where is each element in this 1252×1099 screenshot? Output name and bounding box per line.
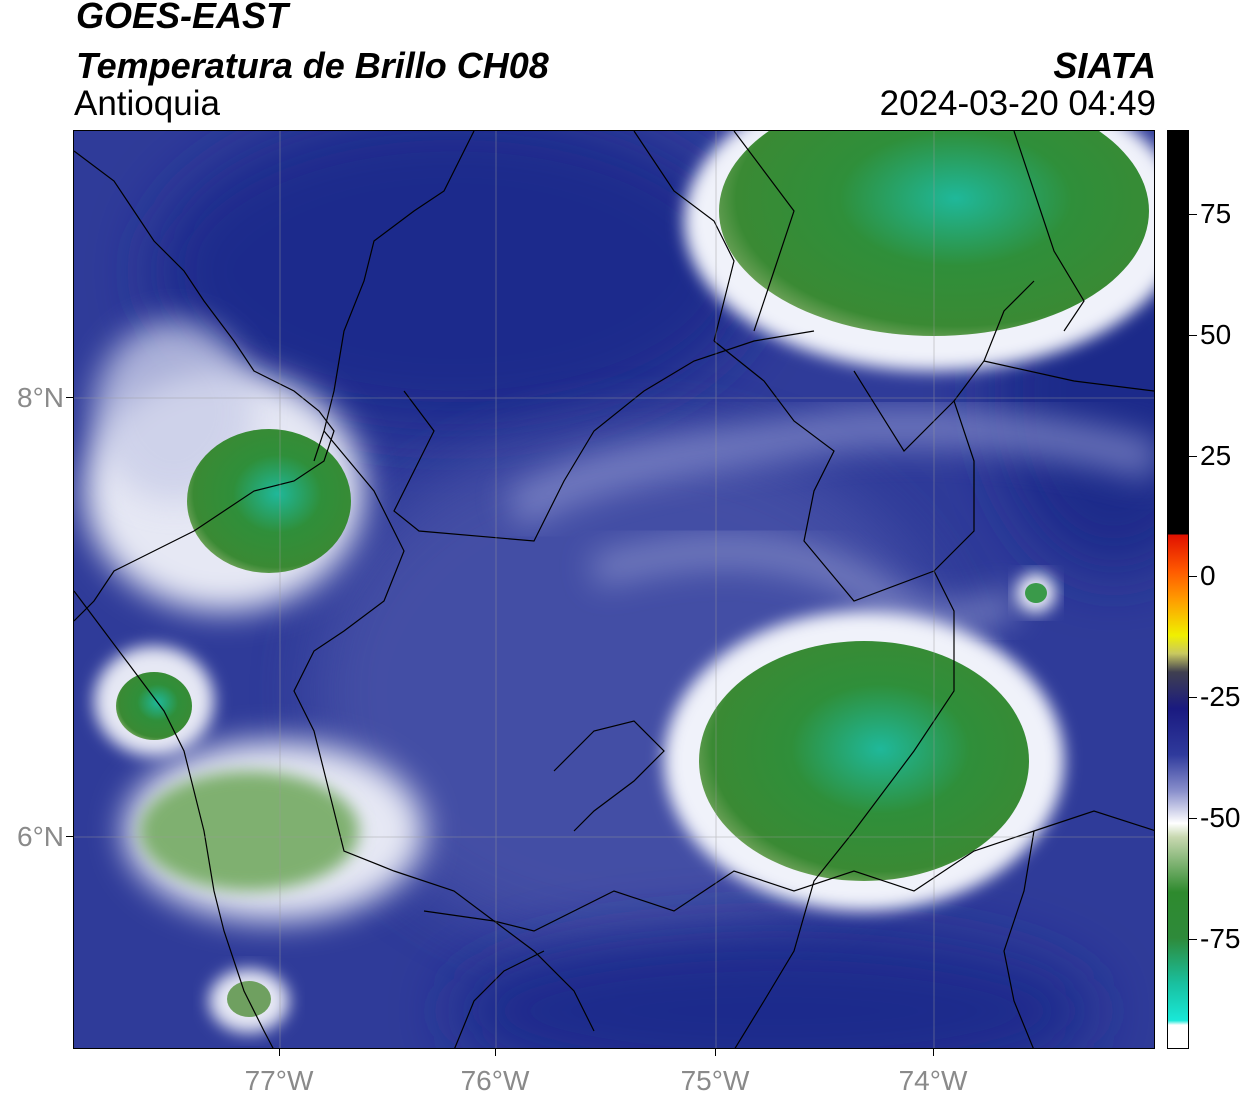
colorbar-tick <box>1189 214 1197 215</box>
colorbar-tick <box>1189 697 1197 698</box>
datetime-label: 2024-03-20 04:49 <box>879 84 1156 123</box>
graticule <box>74 131 1154 1048</box>
colorbar-tick <box>1189 576 1197 577</box>
boundary-line <box>393 330 815 542</box>
lat-label-8n: 8°N <box>17 382 64 413</box>
cloud-band <box>503 407 1154 529</box>
lon-tick <box>495 1049 496 1056</box>
boundary-line <box>293 430 595 1032</box>
boundary-line <box>734 570 955 1048</box>
colorbar-label: -75 <box>1200 923 1241 954</box>
lon-label-75w: 75°W <box>680 1065 750 1096</box>
boundary-line <box>713 280 1035 602</box>
colorbar <box>1167 130 1189 1049</box>
boundary-line <box>1013 131 1085 332</box>
colorbar-tick <box>1189 456 1197 457</box>
lat-tick <box>66 836 73 837</box>
dark-region-north <box>154 131 754 431</box>
convective-cloud <box>139 771 359 891</box>
boundaries-layer <box>74 131 1154 1048</box>
colorbar-tick <box>1189 818 1197 819</box>
boundary-line <box>313 131 475 462</box>
organization-label: SIATA <box>1053 45 1156 86</box>
lat-label-6n: 6°N <box>17 821 64 852</box>
lon-label-76w: 76°W <box>460 1065 530 1096</box>
colorbar-tick <box>1189 939 1197 940</box>
satellite-title: GOES-EAST <box>76 0 289 36</box>
lon-label-77w: 77°W <box>244 1065 314 1096</box>
lon-tick <box>279 1049 280 1056</box>
lon-label-74w: 74°W <box>898 1065 968 1096</box>
convective-cloud <box>187 429 351 573</box>
convective-cloud <box>116 672 192 740</box>
lon-tick <box>715 1049 716 1056</box>
convective-cloud <box>1025 583 1047 603</box>
lon-tick <box>933 1049 934 1056</box>
convective-cloud <box>227 981 271 1017</box>
boundary-line <box>553 720 665 832</box>
lat-tick <box>66 397 73 398</box>
boundary-line <box>733 131 795 332</box>
colorbar-label: 50 <box>1200 319 1232 350</box>
boundary-line <box>454 950 545 1048</box>
boundary-line <box>983 360 1154 392</box>
boundary-line <box>633 131 735 342</box>
colorbar-label: -25 <box>1200 681 1241 712</box>
product-title: Temperatura de Brillo CH08 <box>76 45 549 86</box>
boundary-line <box>1003 830 1035 1048</box>
colorbar-tick <box>1189 335 1197 336</box>
map-panel[interactable] <box>73 130 1155 1049</box>
coastline <box>74 590 274 1048</box>
colorbar-label: 75 <box>1200 198 1232 229</box>
colorbar-label: 25 <box>1200 440 1232 471</box>
coastline <box>74 150 335 622</box>
map-canvas <box>74 131 1154 1048</box>
colorbar-label: 0 <box>1200 560 1216 591</box>
region-label: Antioquia <box>74 84 220 123</box>
colorbar-label: -50 <box>1200 802 1241 833</box>
convective-cloud <box>699 641 1029 881</box>
